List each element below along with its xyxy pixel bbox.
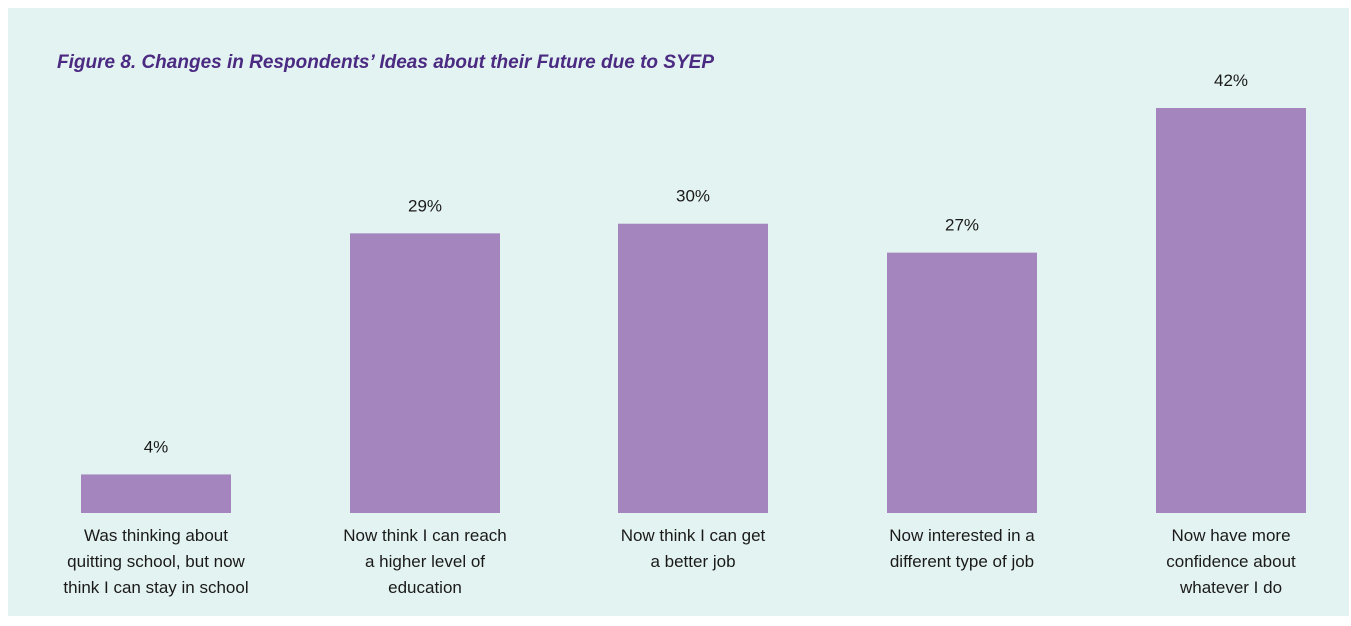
bar-4 [887, 252, 1037, 513]
value-label-3: 30% [676, 187, 710, 206]
category-label-line: whatever I do [1179, 578, 1282, 597]
category-label-5: Now have more confidence about whatever I … [1166, 526, 1296, 597]
bar-3 [618, 223, 768, 513]
category-label-line: a better job [650, 552, 735, 571]
category-label-line: think I can stay in school [63, 578, 248, 597]
category-labels-group: Was thinking about quitting school, but n… [63, 526, 1296, 597]
category-label-3: Now think I can get a better job [621, 526, 766, 571]
category-label-line: Now interested in a [889, 526, 1035, 545]
category-label-line: Now think I can reach [343, 526, 506, 545]
category-label-line: a higher level of [365, 552, 485, 571]
bar-2 [350, 233, 500, 513]
category-label-line: different type of job [890, 552, 1034, 571]
value-label-1: 4% [144, 437, 169, 456]
category-label-2: Now think I can reach a higher level of ed… [343, 526, 506, 597]
category-label-line: confidence about [1166, 552, 1296, 571]
bar-1 [81, 474, 231, 513]
category-label-line: Now have more [1171, 526, 1290, 545]
bar-5 [1156, 108, 1306, 513]
category-label-line: Was thinking about [84, 526, 228, 545]
value-label-5: 42% [1214, 71, 1248, 90]
value-label-2: 29% [408, 196, 442, 215]
category-label-line: Now think I can get [621, 526, 766, 545]
category-label-4: Now interested in a different type of job [889, 526, 1035, 571]
category-label-1: Was thinking about quitting school, but n… [63, 526, 248, 597]
value-label-4: 27% [945, 216, 979, 235]
category-label-line: quitting school, but now [67, 552, 245, 571]
bars-group [81, 108, 1306, 513]
chart-title: Figure 8. Changes in Respondents’ Ideas … [57, 52, 714, 73]
value-labels-group: 4% 29% 30% 27% 42% [144, 71, 1248, 456]
category-label-line: education [388, 578, 462, 597]
